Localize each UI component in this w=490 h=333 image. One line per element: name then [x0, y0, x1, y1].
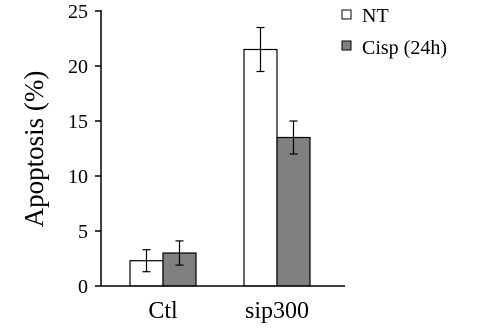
- legend-swatch-cisp: [341, 40, 352, 51]
- x-tick-label: sip300: [245, 298, 309, 324]
- error-bar: [175, 240, 184, 266]
- error-bars: [142, 26, 298, 273]
- y-tick-label: 0: [78, 276, 88, 298]
- legend: NT Cisp (24h): [341, 5, 447, 59]
- y-axis-ticks: 0 5 10 15 20 25: [68, 1, 101, 298]
- bar-sip300-cisp: [276, 136, 311, 287]
- y-tick-label: 10: [68, 166, 88, 188]
- x-tick-label: Ctl: [148, 298, 178, 324]
- legend-swatch-nt: [341, 9, 352, 20]
- error-bar: [256, 26, 265, 73]
- bars: [129, 48, 311, 287]
- x-axis-labels: Ctl sip300: [148, 298, 309, 324]
- error-bar: [289, 120, 298, 155]
- legend-label-cisp: Cisp (24h): [362, 37, 447, 59]
- legend-label-nt: NT: [362, 5, 389, 27]
- error-bar: [142, 249, 151, 273]
- y-tick-label: 20: [68, 56, 88, 78]
- y-tick-label: 15: [68, 111, 88, 133]
- y-axis-label: Apoptosis (%): [19, 71, 49, 228]
- bar-sip300-nt: [243, 48, 278, 287]
- y-tick-label: 5: [78, 221, 88, 243]
- y-tick-label: 25: [68, 1, 88, 23]
